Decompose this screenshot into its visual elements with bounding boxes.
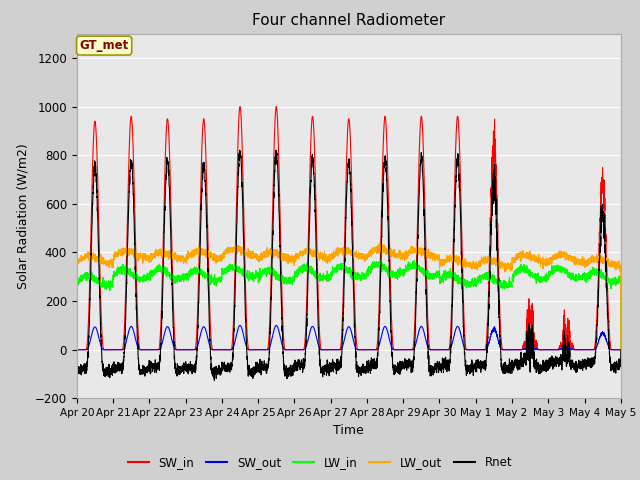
SW_in [236, 104, 244, 109]
SW_in [441, 347, 449, 353]
SW_in [73, 347, 81, 353]
LW_out [73, 260, 81, 266]
Rnet [73, 366, 81, 372]
LW_in [377, 258, 385, 264]
LW_out [471, 262, 479, 267]
Rnet [329, 357, 337, 362]
LW_in [328, 270, 336, 276]
SW_out [329, 347, 337, 353]
LW_in [471, 278, 479, 284]
SW_out [502, 347, 509, 353]
Rnet [502, 361, 509, 367]
LW_out [171, 254, 179, 260]
SW_out [171, 345, 179, 351]
SW_out [616, 347, 624, 353]
LW_out [328, 252, 336, 258]
SW_in [617, 347, 625, 353]
Line: Rnet: Rnet [77, 150, 621, 380]
LW_out [441, 258, 449, 264]
SW_out [617, 347, 625, 353]
Line: LW_in: LW_in [77, 261, 621, 350]
LW_out [616, 262, 624, 268]
Y-axis label: Solar Radiation (W/m2): Solar Radiation (W/m2) [17, 143, 29, 289]
LW_in [616, 279, 624, 285]
SW_in [171, 332, 179, 337]
Rnet [171, 353, 179, 359]
SW_out [236, 323, 244, 328]
SW_in [616, 347, 624, 353]
SW_out [441, 347, 449, 353]
SW_in [329, 347, 337, 353]
SW_out [73, 347, 81, 353]
LW_in [73, 279, 81, 285]
SW_out [471, 347, 479, 353]
Text: GT_met: GT_met [79, 39, 129, 52]
Line: SW_in: SW_in [77, 107, 621, 350]
LW_in [171, 275, 179, 280]
LW_in [617, 347, 625, 353]
Title: Four channel Radiometer: Four channel Radiometer [252, 13, 445, 28]
Rnet [211, 377, 218, 383]
Legend: SW_in, SW_out, LW_in, LW_out, Rnet: SW_in, SW_out, LW_in, LW_out, Rnet [123, 452, 517, 474]
LW_out [376, 240, 383, 246]
LW_in [441, 273, 449, 278]
Rnet [441, 362, 449, 368]
Rnet [471, 364, 479, 370]
Line: SW_out: SW_out [77, 325, 621, 350]
SW_in [471, 347, 479, 353]
LW_out [502, 261, 509, 266]
Rnet [236, 147, 243, 153]
Line: LW_out: LW_out [77, 243, 621, 350]
SW_in [502, 347, 509, 353]
Rnet [617, 347, 625, 353]
LW_out [617, 347, 625, 353]
X-axis label: Time: Time [333, 424, 364, 437]
Rnet [616, 360, 624, 365]
LW_in [502, 284, 509, 290]
